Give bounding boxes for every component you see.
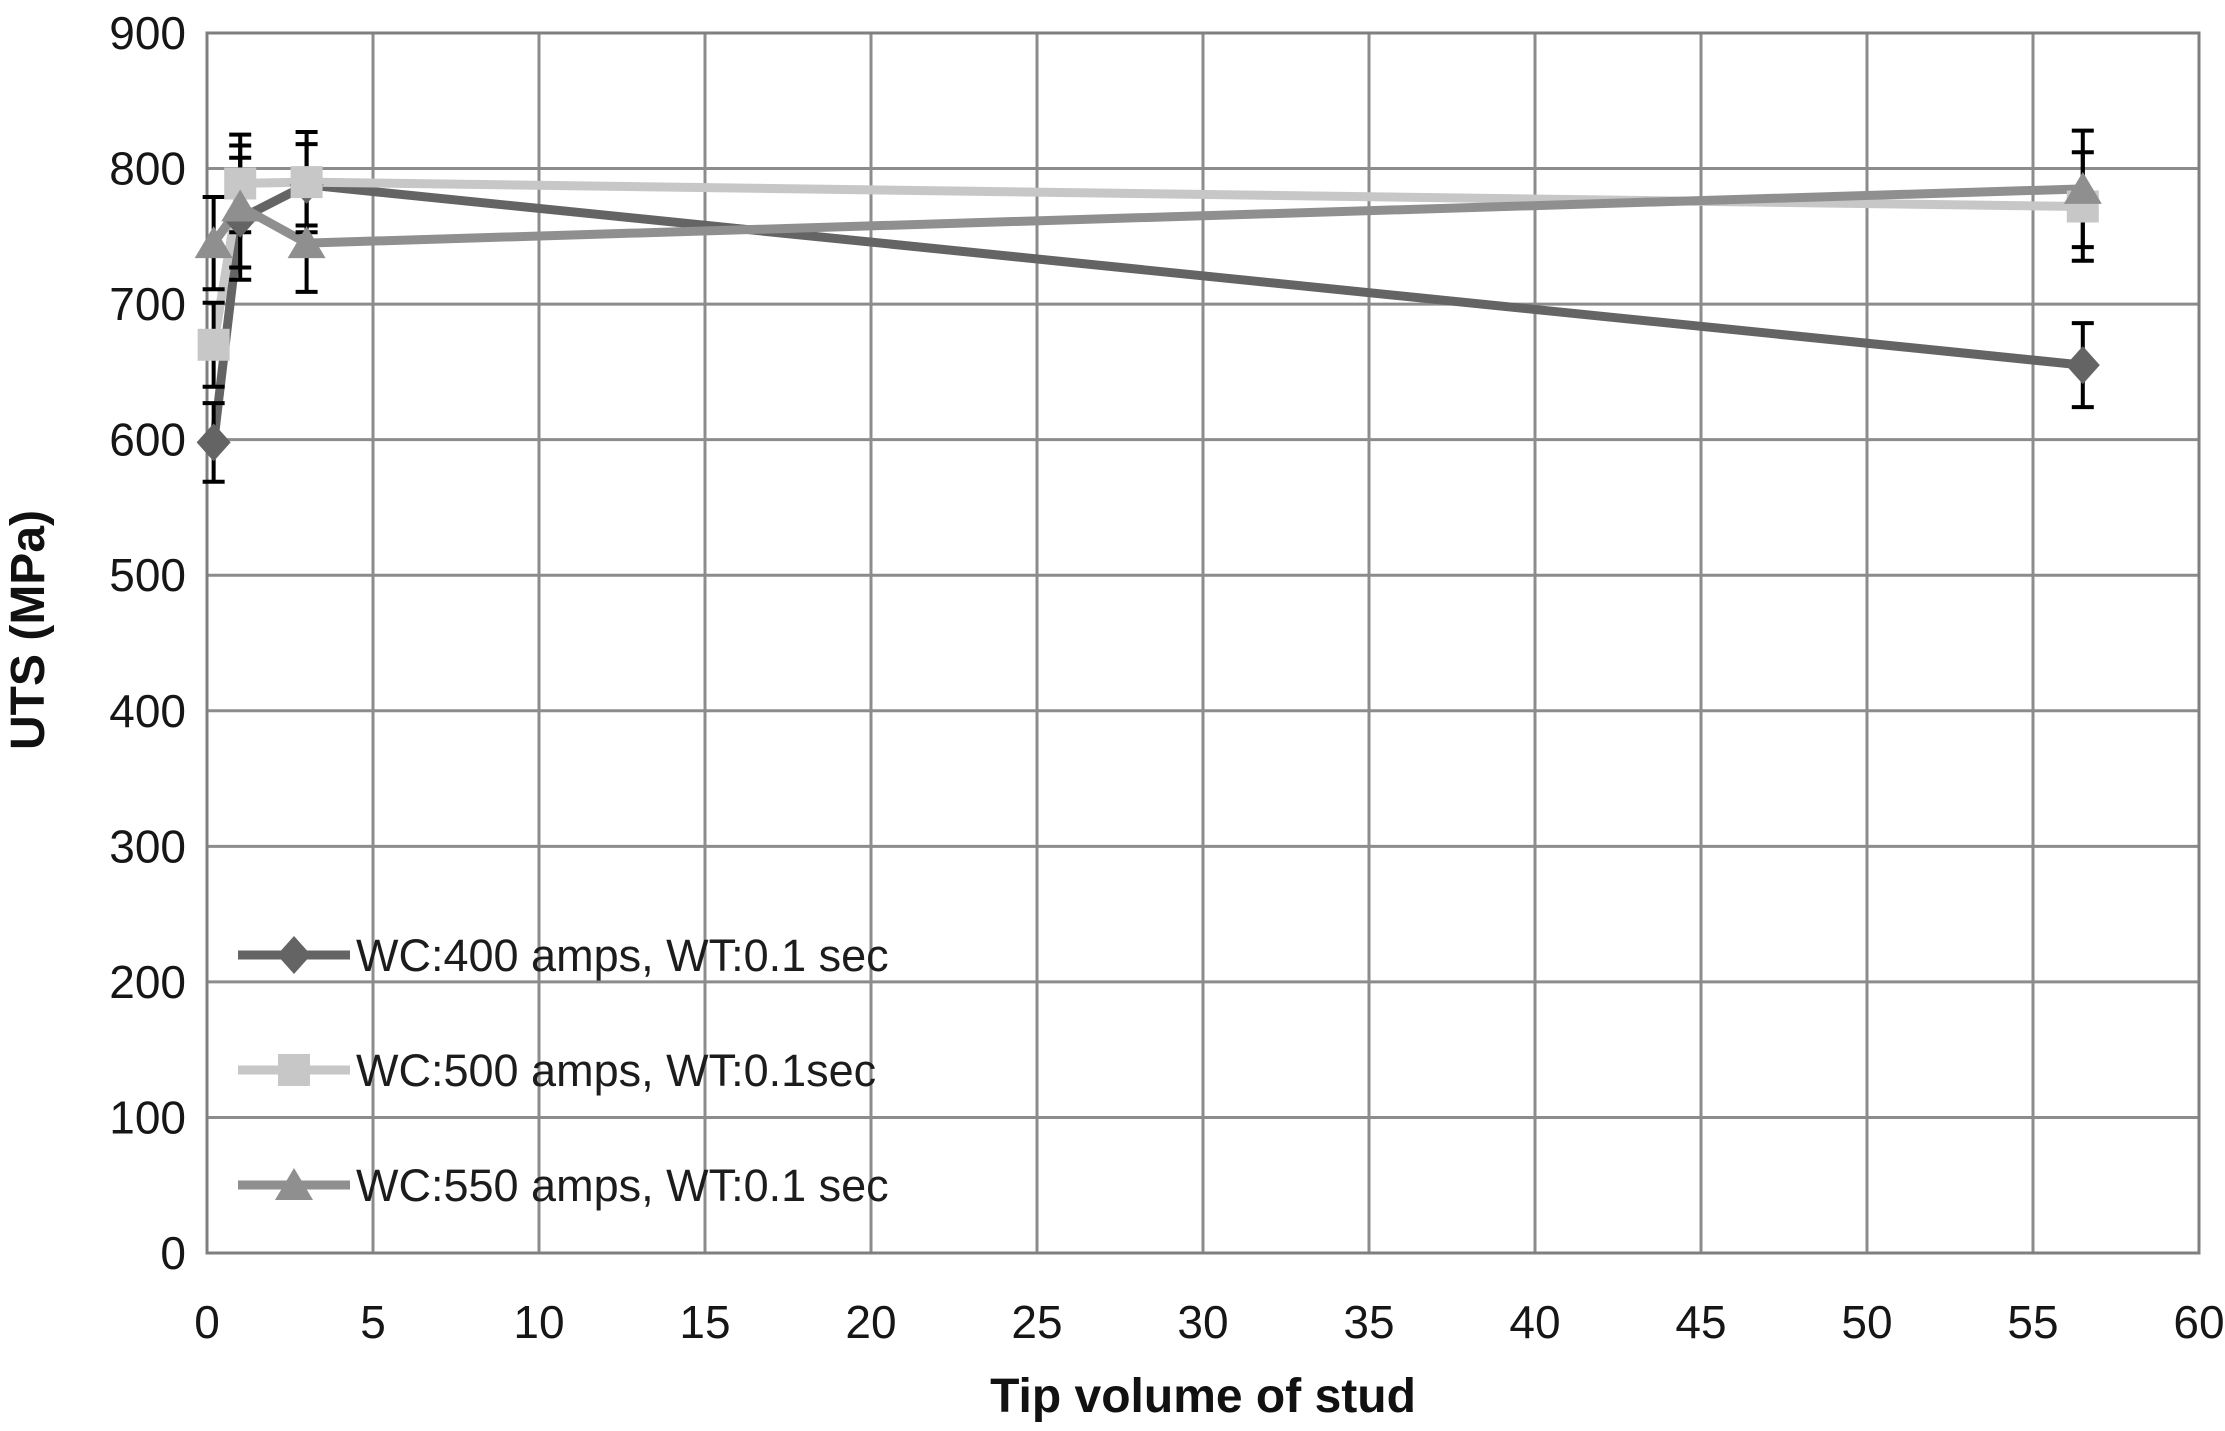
x-tick-label: 5 (360, 1296, 386, 1348)
legend-item: WC:400 amps, WT:0.1 sec (238, 930, 889, 981)
x-tick-label: 15 (679, 1296, 730, 1348)
legend-label: WC:400 amps, WT:0.1 sec (356, 930, 889, 981)
tick-label-layer: 0 100 200 300 400 500 600 700 800 900 0 5 10 15 20 25 30… (109, 7, 2224, 1348)
x-tick-label: 20 (845, 1296, 896, 1348)
y-tick-label: 400 (109, 685, 186, 737)
y-tick-label: 900 (109, 7, 186, 59)
y-tick-label: 700 (109, 278, 186, 330)
x-tick-label: 30 (1177, 1296, 1228, 1348)
triangle-marker-icon (221, 189, 260, 222)
y-tick-label: 300 (109, 820, 186, 872)
grid-layer (205, 31, 2201, 1255)
y-axis-title: UTS (MPa) (2, 510, 55, 750)
y-tick-label: 0 (160, 1227, 186, 1279)
x-tick-label: 60 (2173, 1296, 2224, 1348)
y-tick-label: 100 (109, 1091, 186, 1143)
y-tick-label: 800 (109, 143, 186, 195)
legend-label: WC:550 amps, WT:0.1 sec (356, 1160, 889, 1211)
square-marker-icon (278, 1054, 310, 1086)
square-marker-icon (197, 328, 230, 361)
series-layer (194, 128, 2102, 484)
x-axis-title: Tip volume of stud (990, 1370, 1416, 1423)
x-tick-label: 40 (1509, 1296, 1560, 1348)
plot-border (205, 31, 2201, 1255)
triangle-marker-icon (287, 226, 326, 259)
series-line-1 (209, 180, 2084, 443)
legend-label: WC:500 amps, WT:0.1sec (356, 1045, 876, 1096)
triangle-marker-icon (194, 226, 233, 259)
triangle-marker-icon (2063, 171, 2102, 204)
diamond-marker-icon (196, 423, 231, 462)
y-tick-label: 200 (109, 956, 186, 1008)
y-tick-label: 500 (109, 549, 186, 601)
series-line-3 (209, 184, 2083, 248)
legend-item: WC:500 amps, WT:0.1sec (238, 1045, 876, 1096)
x-tick-label: 55 (2007, 1296, 2058, 1348)
square-marker-icon (290, 166, 323, 199)
diamond-marker-icon (277, 936, 311, 974)
series-line-2 (209, 177, 2083, 346)
x-tick-label: 50 (1841, 1296, 1892, 1348)
x-tick-label: 10 (513, 1296, 564, 1348)
triangle-marker-icon (275, 1168, 313, 1200)
x-tick-label: 25 (1011, 1296, 1062, 1348)
x-tick-label: 0 (194, 1296, 220, 1348)
y-tick-label: 600 (109, 414, 186, 466)
x-tick-label: 35 (1343, 1296, 1394, 1348)
diamond-marker-icon (2065, 346, 2100, 385)
legend-item: WC:550 amps, WT:0.1 sec (238, 1160, 889, 1211)
legend: WC:400 amps, WT:0.1 sec WC:500 amps, WT:0… (238, 930, 889, 1211)
x-tick-label: 45 (1675, 1296, 1726, 1348)
